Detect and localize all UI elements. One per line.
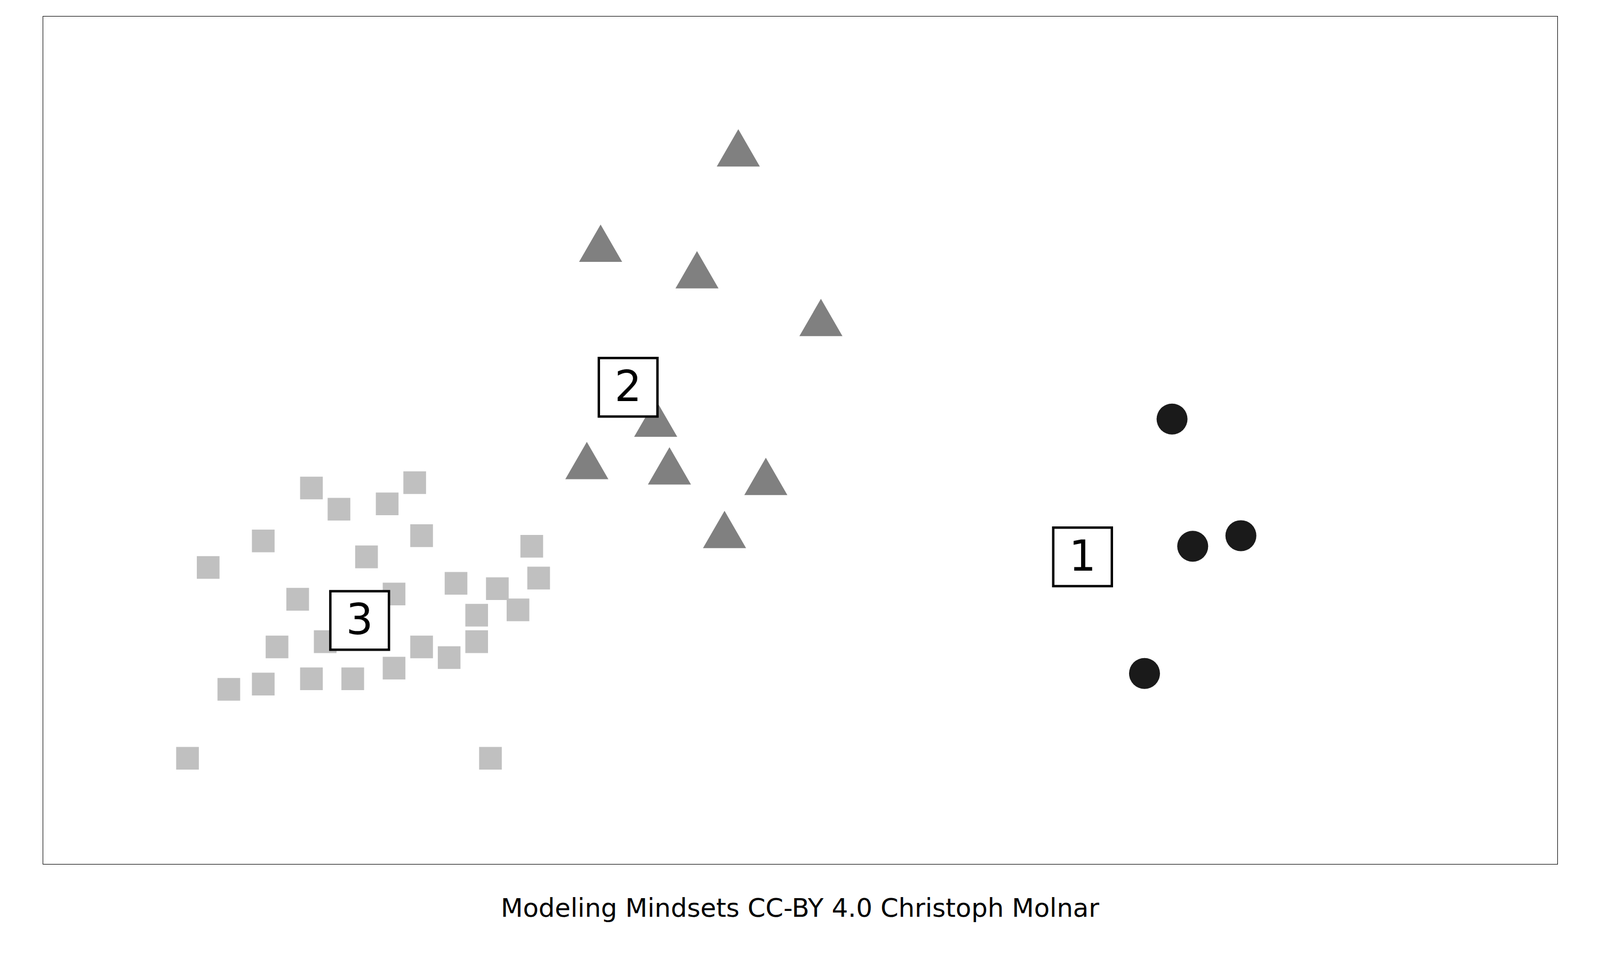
svg-text:3: 3 — [346, 594, 374, 645]
svg-text:1: 1 — [1068, 531, 1096, 581]
html-text:Modeling Mindsets CC-BY 4.0 Ch: Modeling Mindsets CC-BY 4.0 Christoph Mo… — [500, 892, 1100, 923]
svg-text:2: 2 — [614, 361, 642, 412]
